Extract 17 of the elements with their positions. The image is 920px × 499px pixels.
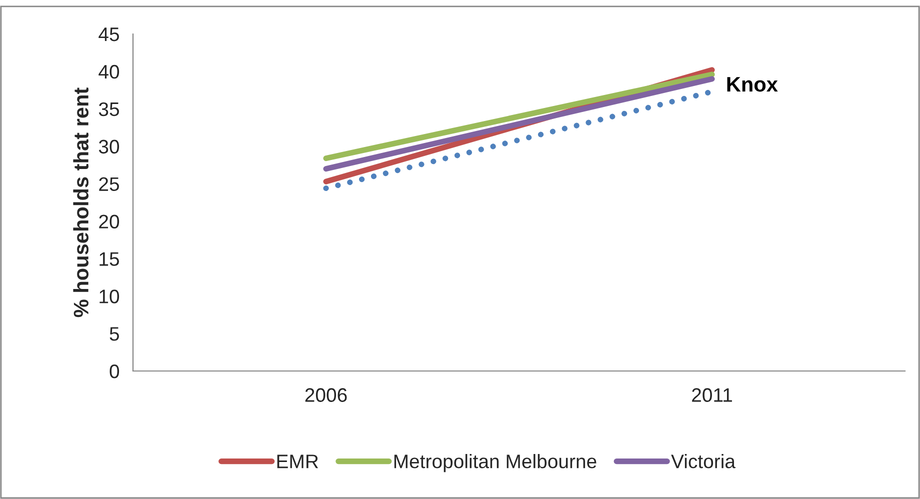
y-tick-label: 15 <box>100 252 119 266</box>
x-tick-label: 2011 <box>692 388 732 402</box>
y-tick-label: 45 <box>98 28 119 42</box>
legend-label: Metropolitan Melbourne <box>394 454 596 472</box>
x-tick-label: 2006 <box>305 388 347 402</box>
y-axis-title: % households that rent <box>73 88 89 318</box>
series-label: Knox <box>727 77 778 92</box>
y-tick-label: 5 <box>110 327 119 341</box>
y-tick-label: 40 <box>98 64 120 79</box>
y-tick-label: 35 <box>98 102 119 116</box>
legend-label: Victoria <box>671 454 736 468</box>
y-tick-label: 0 <box>110 364 120 378</box>
legend-label: EMR <box>277 454 318 468</box>
y-tick-label: 30 <box>98 140 120 154</box>
y-tick-label: 10 <box>100 290 120 304</box>
y-tick-label: 25 <box>99 177 119 192</box>
y-tick-label: 20 <box>99 214 120 228</box>
